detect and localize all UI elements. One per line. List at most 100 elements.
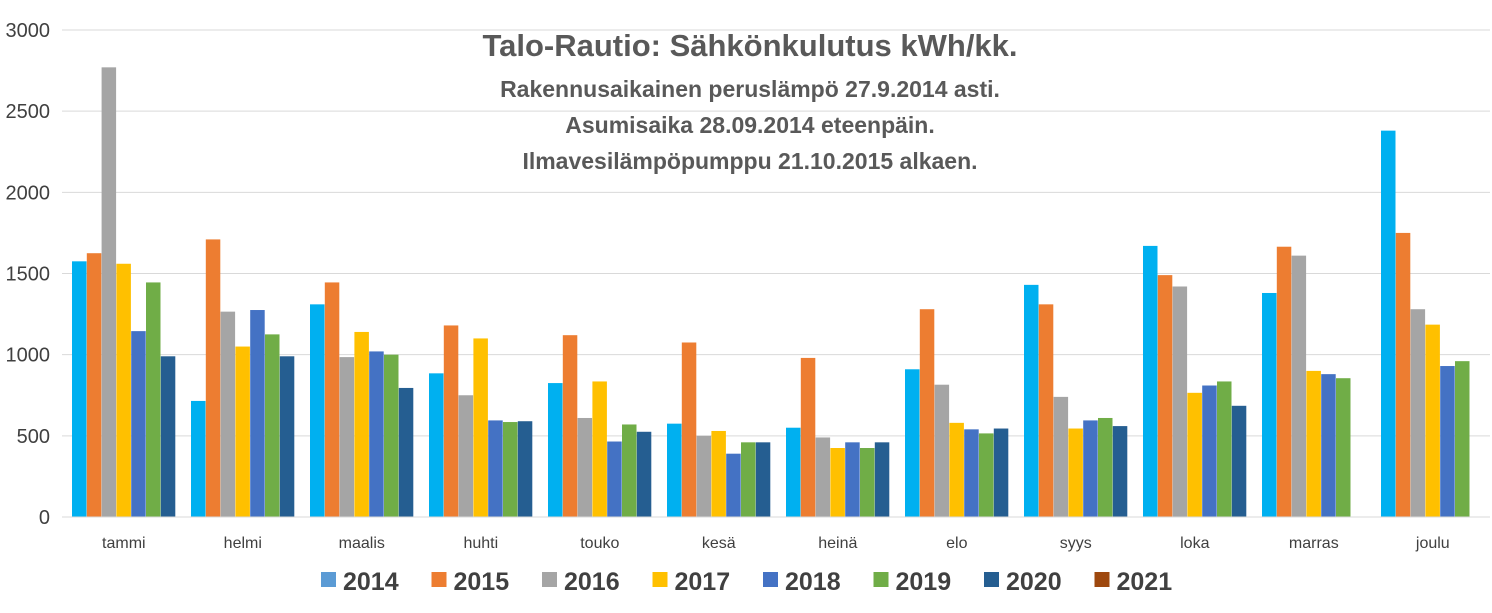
bar-2019-heinä <box>860 448 875 517</box>
gridlines <box>62 29 1490 437</box>
x-tick-label: elo <box>946 535 967 552</box>
bar-2016-elo <box>934 384 950 517</box>
bar-2020-helmi <box>279 356 295 517</box>
bar-2015-kesä <box>681 342 697 517</box>
bar-2019-maalis <box>384 354 399 517</box>
bar-2020-tammi <box>160 356 176 517</box>
legend-label-2016: 2016 <box>564 568 620 596</box>
bar-2018-kesä <box>726 453 741 517</box>
bar-2015-marras <box>1276 246 1292 517</box>
bar-2014-huhti <box>429 373 444 517</box>
bar-2020-heinä <box>874 442 890 517</box>
bar-2019-joulu <box>1455 361 1470 517</box>
bar-2020-loka <box>1231 405 1247 517</box>
x-tick-label: huhti <box>463 535 498 552</box>
bar-2018-joulu <box>1440 366 1455 517</box>
bar-2014-joulu <box>1381 130 1396 517</box>
bar-2020-touko <box>636 431 652 517</box>
bar-2017-huhti <box>473 338 488 517</box>
x-tick-label: joulu <box>1415 535 1450 552</box>
bar-2016-joulu <box>1410 309 1426 517</box>
x-axis-labels: tammi helmi maalis huhti touko kesä heinä elo sy… <box>102 535 1450 552</box>
bar-2015-maalis <box>324 282 340 517</box>
y-axis-ticks: 0 500 1000 1500 2000 2500 3000 <box>6 20 51 529</box>
bar-2019-huhti <box>503 422 518 517</box>
bar-2019-tammi <box>146 282 161 517</box>
legend-swatch-2014 <box>321 572 336 587</box>
bar-2019-elo <box>979 433 994 517</box>
y-tick-label: 1000 <box>6 345 51 367</box>
bar-2018-maalis <box>369 351 384 517</box>
bar-2019-touko <box>622 424 637 517</box>
bar-2017-heinä <box>830 448 845 517</box>
bar-2018-touko <box>607 441 622 517</box>
bars <box>72 67 1470 518</box>
bar-2014-helmi <box>191 400 206 517</box>
bar-2017-loka <box>1187 392 1202 517</box>
bar-2015-helmi <box>205 239 221 517</box>
x-tick-label: maalis <box>339 535 385 552</box>
bar-2020-huhti <box>517 421 533 517</box>
bar-2016-marras <box>1291 255 1307 518</box>
legend-swatch-2021 <box>1094 572 1110 587</box>
x-tick-label: syys <box>1060 535 1092 552</box>
bar-2016-helmi <box>220 311 236 517</box>
legend-label-2017: 2017 <box>675 568 731 596</box>
bar-2015-heinä <box>800 357 816 517</box>
y-tick-label: 2000 <box>6 182 51 204</box>
bar-2014-marras <box>1262 292 1277 517</box>
legend: 2014 2015 2016 2017 2018 2019 2020 2021 <box>321 568 1172 596</box>
legend-swatch-2018 <box>763 572 778 587</box>
bar-2019-loka <box>1217 381 1232 517</box>
bar-2017-kesä <box>711 430 726 517</box>
bar-2016-maalis <box>339 357 355 517</box>
bar-2018-huhti <box>488 420 503 517</box>
legend-label-2021: 2021 <box>1117 568 1173 596</box>
legend-swatch-2016 <box>542 572 557 587</box>
bar-2018-elo <box>964 429 979 517</box>
bar-2020-kesä <box>755 442 771 517</box>
x-tick-label: marras <box>1289 535 1339 552</box>
bar-2019-kesä <box>741 442 756 517</box>
bar-2014-maalis <box>310 304 325 517</box>
bar-2018-syys <box>1083 420 1098 517</box>
legend-label-2019: 2019 <box>896 568 952 596</box>
bar-2016-touko <box>577 417 593 517</box>
bar-2018-helmi <box>250 310 265 517</box>
bar-2018-tammi <box>131 331 146 517</box>
bar-2014-heinä <box>786 427 801 517</box>
y-tick-label: 3000 <box>6 20 51 42</box>
bar-2017-maalis <box>354 331 369 517</box>
bar-2019-helmi <box>265 334 280 517</box>
bar-2016-loka <box>1172 286 1188 517</box>
legend-label-2018: 2018 <box>785 568 841 596</box>
legend-swatch-2015 <box>431 572 447 587</box>
legend-label-2020: 2020 <box>1006 568 1062 596</box>
bar-2016-tammi <box>101 67 117 517</box>
bar-2020-syys <box>1112 426 1128 517</box>
bar-2016-heinä <box>815 437 831 517</box>
bar-2016-syys <box>1053 396 1069 517</box>
bar-2017-tammi <box>116 263 131 517</box>
bar-2017-touko <box>592 381 607 517</box>
bar-2018-marras <box>1321 374 1336 517</box>
y-tick-label: 2500 <box>6 101 51 123</box>
bar-2016-huhti <box>458 395 474 517</box>
bar-2015-tammi <box>86 253 102 518</box>
x-tick-label: tammi <box>102 535 146 552</box>
x-tick-label: heinä <box>818 535 857 552</box>
title-line-2: Rakennusaikainen peruslämpö 27.9.2014 as… <box>500 76 1000 102</box>
bar-2015-loka <box>1157 275 1173 517</box>
legend-swatch-2020 <box>984 572 999 587</box>
bar-2017-syys <box>1068 428 1083 517</box>
y-tick-label: 1500 <box>6 264 51 286</box>
bar-2015-elo <box>919 309 935 517</box>
bar-2018-heinä <box>845 442 860 517</box>
bar-2014-touko <box>548 383 563 517</box>
legend-label-2015: 2015 <box>454 568 510 596</box>
title-line-3: Asumisaika 28.09.2014 eteenpäin. <box>565 112 935 138</box>
bar-2018-loka <box>1202 385 1217 517</box>
y-tick-label: 500 <box>17 426 50 448</box>
bar-2019-marras <box>1336 378 1351 517</box>
